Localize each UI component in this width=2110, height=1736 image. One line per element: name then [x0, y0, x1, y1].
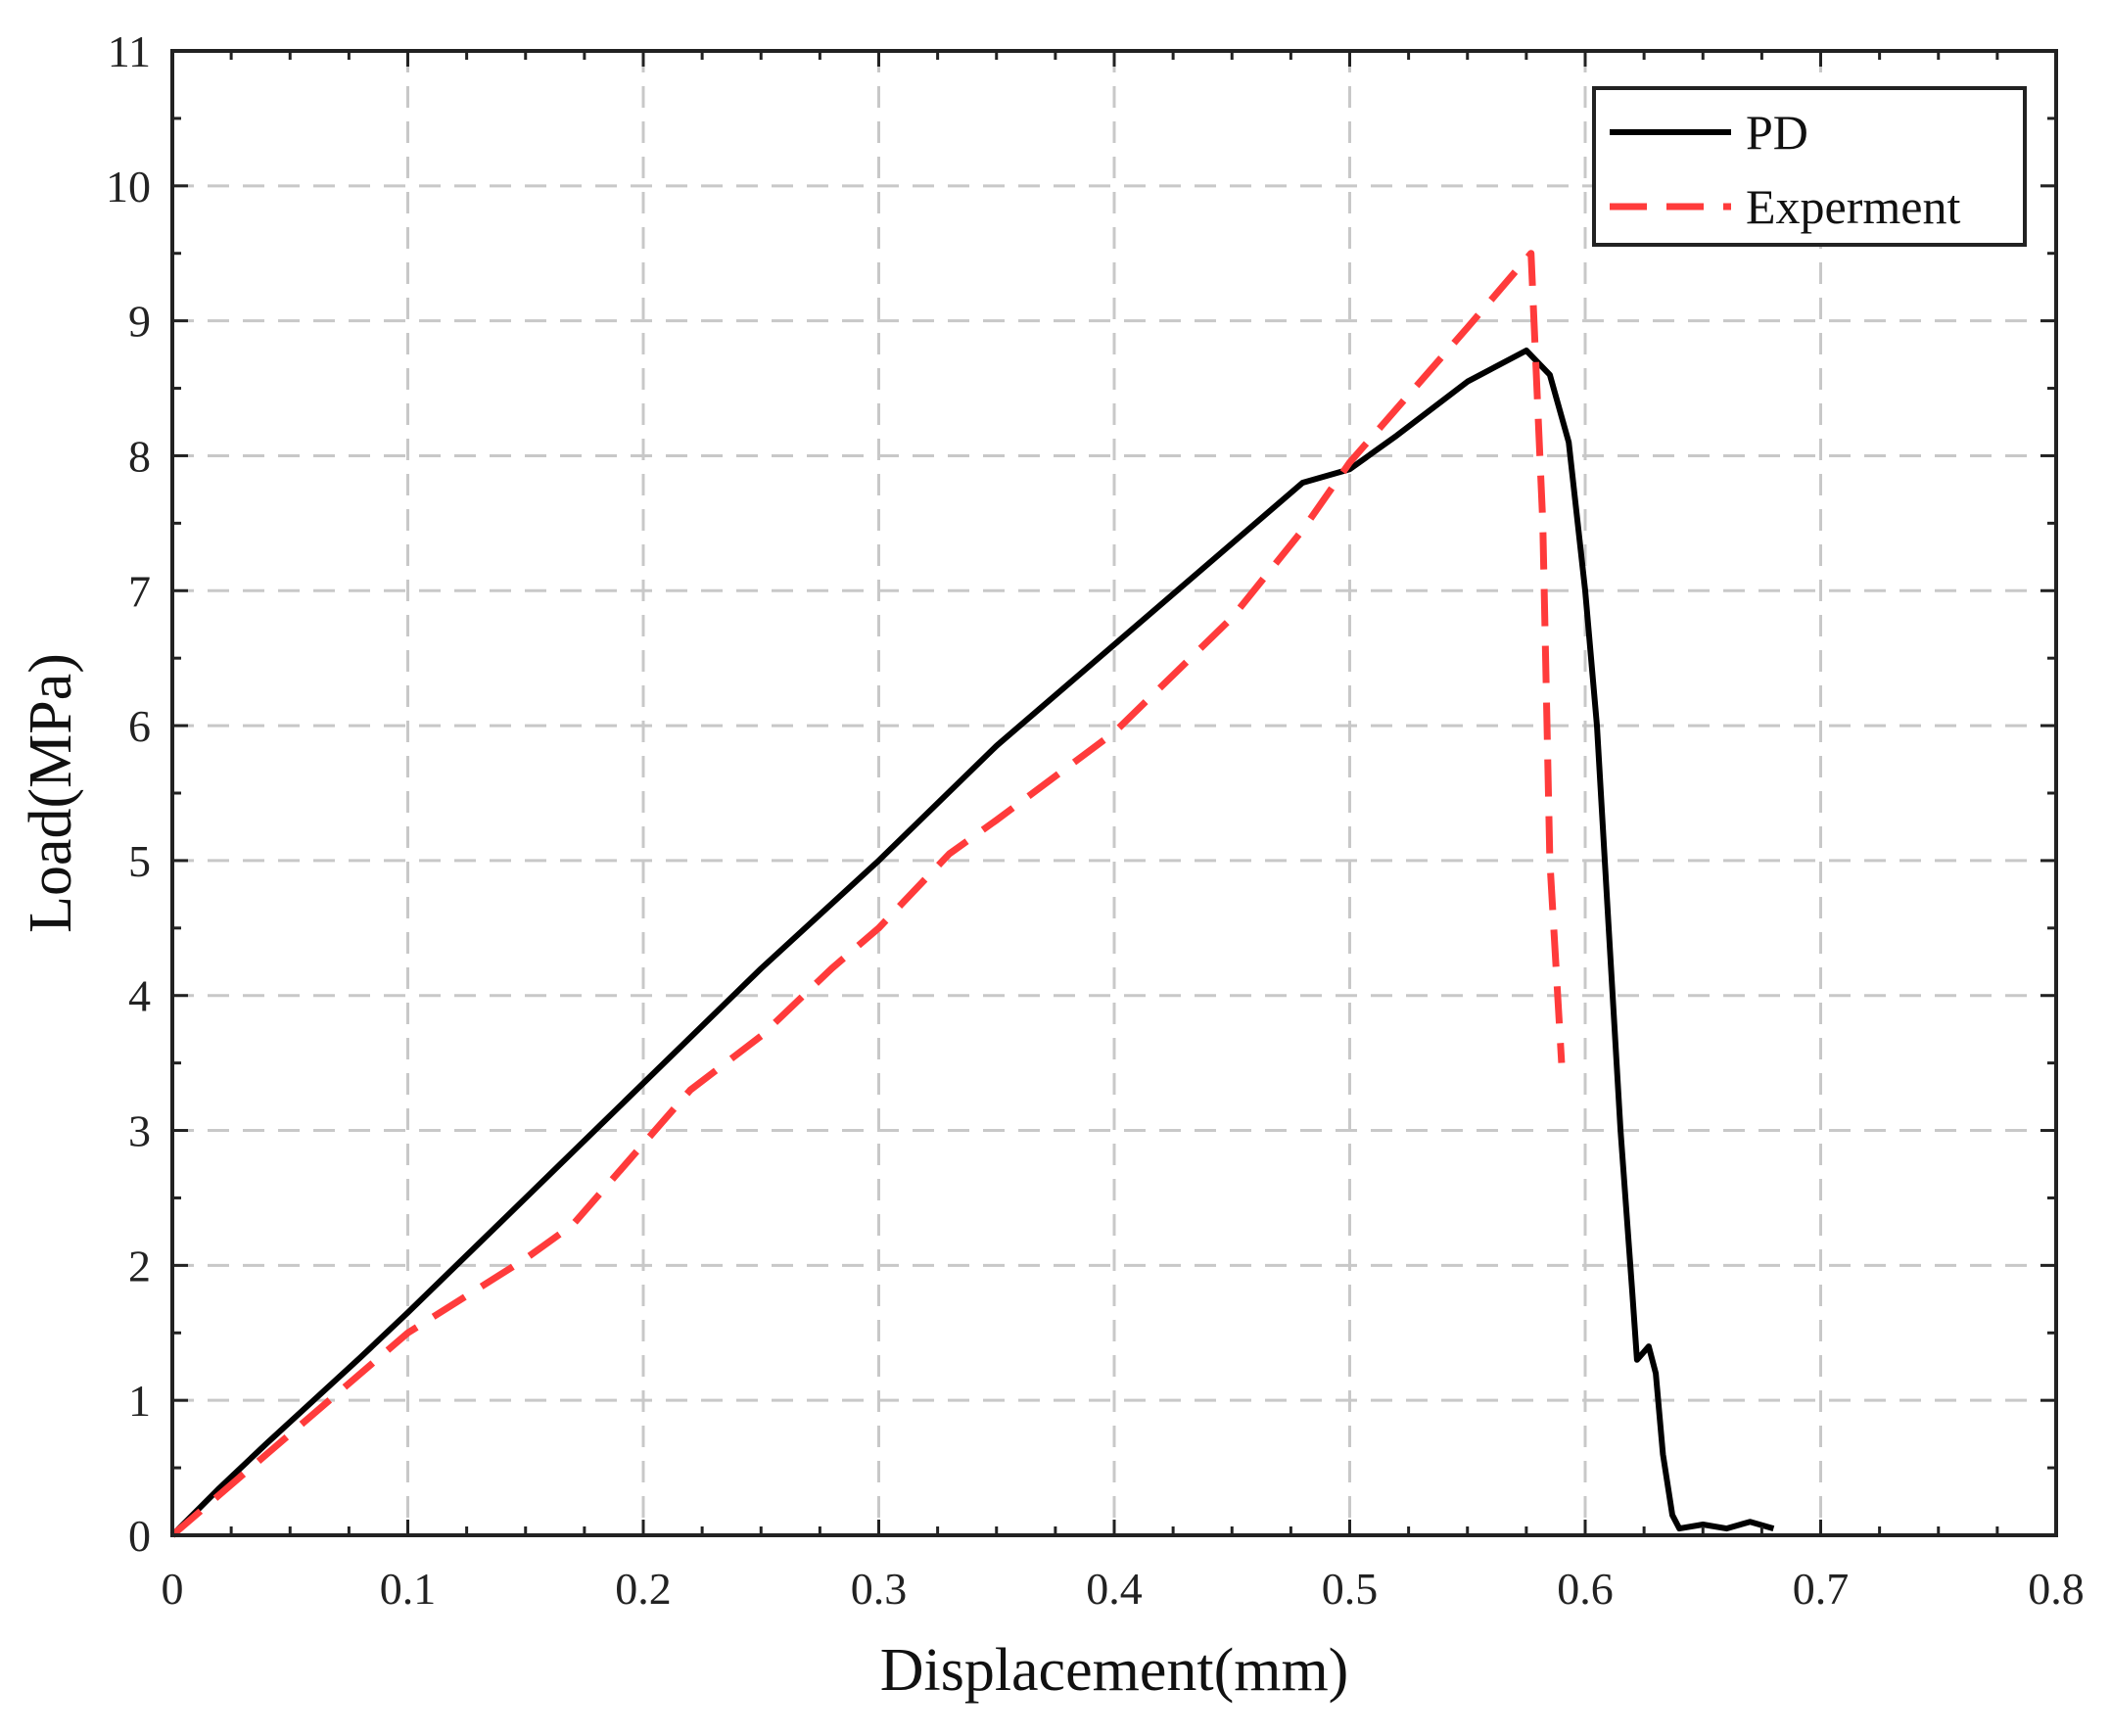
y-tick-label: 2 — [128, 1241, 151, 1290]
y-tick-label: 1 — [128, 1376, 151, 1426]
x-tick-label: 0 — [162, 1564, 184, 1614]
x-axis-title: Displacement(mm) — [880, 1637, 1349, 1704]
x-tick-label: 0.2 — [615, 1564, 672, 1614]
y-tick-label: 4 — [128, 971, 151, 1021]
x-tick-label: 0.3 — [851, 1564, 908, 1614]
y-tick-label: 0 — [128, 1511, 151, 1561]
legend: PD Experment — [1592, 86, 2027, 247]
y-tick-label: 3 — [128, 1106, 151, 1156]
y-tick-label: 6 — [128, 701, 151, 751]
y-axis-title: Load(MPa) — [18, 653, 84, 933]
y-tick-label: 8 — [128, 431, 151, 481]
series-line-pd — [169, 348, 1775, 1538]
x-tick-label: 0.8 — [2028, 1564, 2085, 1614]
y-tick-label: 11 — [108, 26, 151, 76]
series-layer — [169, 250, 1775, 1538]
grid — [172, 51, 2056, 1535]
legend-label-pd: PD — [1746, 105, 1808, 160]
series-line-experment — [169, 250, 1566, 1538]
x-tick-label: 0.6 — [1557, 1564, 1614, 1614]
ticks — [170, 49, 2058, 1537]
y-tick-label: 5 — [128, 836, 151, 886]
tick-labels: 0 0.1 0.2 0.3 0.4 0.5 0.6 0.7 0.8 0 1 2 3 4 5 6 7 8 9 10 11 — [106, 26, 2085, 1614]
y-tick-label: 7 — [128, 566, 151, 616]
legend-label-experment: Experment — [1746, 179, 1960, 234]
x-tick-label: 0.1 — [380, 1564, 437, 1614]
x-tick-label: 0.5 — [1322, 1564, 1379, 1614]
legend-box — [1592, 86, 2027, 247]
y-tick-label: 9 — [128, 297, 151, 347]
y-tick-label: 10 — [106, 162, 151, 211]
x-tick-label: 0.7 — [1793, 1564, 1850, 1614]
x-tick-label: 0.4 — [1086, 1564, 1143, 1614]
